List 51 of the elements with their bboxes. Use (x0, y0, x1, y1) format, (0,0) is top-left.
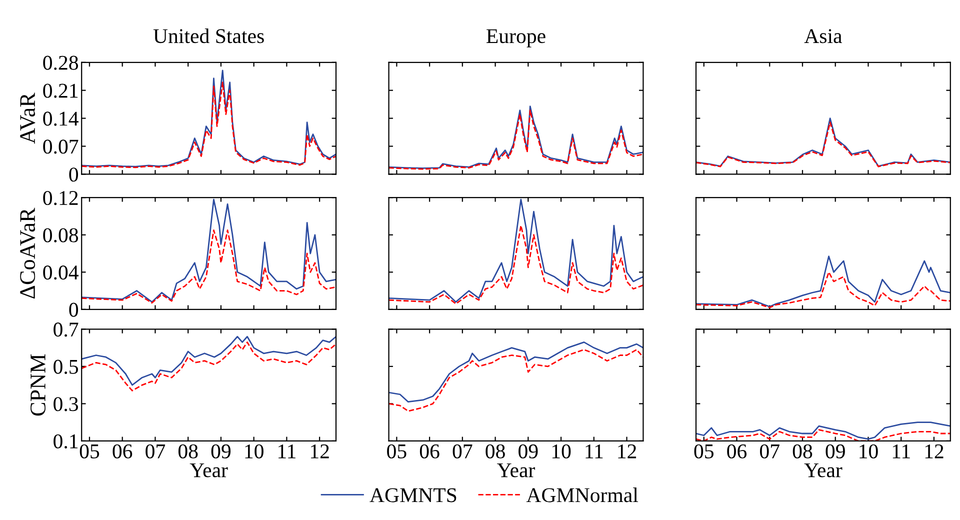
y-tick-label: 0 (69, 168, 78, 182)
line-series (82, 342, 336, 392)
x-tick-label: 05 (694, 444, 714, 458)
x-tick-label: 06 (420, 444, 440, 458)
legend-label: AGMNTS (370, 488, 456, 502)
x-tick-label: 09 (518, 444, 538, 458)
x-tick-label: 06 (727, 444, 747, 458)
x-axis-title: Year (804, 463, 842, 478)
y-tick-label: 0.14 (43, 112, 78, 126)
x-tick-label: 08 (486, 444, 505, 458)
chart-title: Asia (804, 29, 842, 44)
y-tick-label: 0.7 (54, 322, 78, 337)
x-tick-label: 12 (310, 444, 329, 458)
x-tick-label: 07 (760, 444, 780, 458)
y-axis-title: AVaR (20, 92, 36, 144)
legend-label: AGMNormal (526, 488, 638, 502)
y-tick-label: 0.3 (54, 397, 78, 412)
x-tick-label: 12 (925, 444, 944, 458)
y-tick-label: 0.12 (43, 190, 78, 206)
y-tick-label: 0.1 (54, 434, 78, 448)
y-tick-label: 0 (69, 302, 78, 317)
x-tick-label: 07 (452, 444, 472, 458)
x-tick-label: 10 (860, 444, 878, 458)
chart-title: Europe (486, 29, 546, 48)
x-tick-label: 11 (892, 444, 910, 458)
y-tick-label: 0.07 (43, 140, 78, 154)
x-tick-label: 11 (586, 444, 603, 458)
chart-title: United States (153, 28, 264, 44)
x-tick-label: 05 (80, 444, 100, 458)
x-axis-title: Year (190, 463, 228, 478)
line-series (82, 336, 336, 386)
x-tick-label: 07 (146, 444, 166, 458)
x-tick-label: 10 (552, 444, 571, 458)
x-tick-label: 05 (387, 444, 406, 458)
x-tick-label: 08 (178, 444, 198, 458)
x-tick-label: 09 (826, 444, 845, 458)
y-tick-label: 0.08 (43, 228, 78, 242)
y-tick-label: 0.04 (43, 266, 78, 280)
x-tick-label: 06 (112, 444, 132, 458)
y-tick-label: 0.21 (43, 84, 78, 98)
x-tick-label: 11 (278, 444, 296, 458)
x-axis-title: Year (497, 463, 536, 478)
x-tick-label: 10 (245, 444, 264, 458)
y-tick-label: 0.5 (54, 360, 78, 374)
y-tick-label: 0.28 (43, 56, 78, 70)
x-tick-label: 12 (618, 444, 636, 458)
y-axis-title: CPNM (30, 354, 46, 416)
x-tick-label: 08 (792, 444, 812, 458)
y-axis-title: ΔCoAVaR (20, 208, 36, 298)
line-series (82, 230, 336, 304)
x-tick-label: 09 (211, 444, 231, 458)
